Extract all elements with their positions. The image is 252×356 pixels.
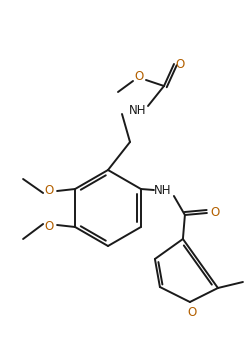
Text: O: O [134, 70, 144, 84]
Text: NH: NH [129, 104, 147, 116]
Text: O: O [187, 305, 197, 319]
Text: NH: NH [154, 184, 172, 198]
Text: O: O [44, 220, 54, 232]
Text: O: O [175, 58, 185, 70]
Text: O: O [210, 206, 219, 220]
Text: O: O [44, 184, 54, 198]
